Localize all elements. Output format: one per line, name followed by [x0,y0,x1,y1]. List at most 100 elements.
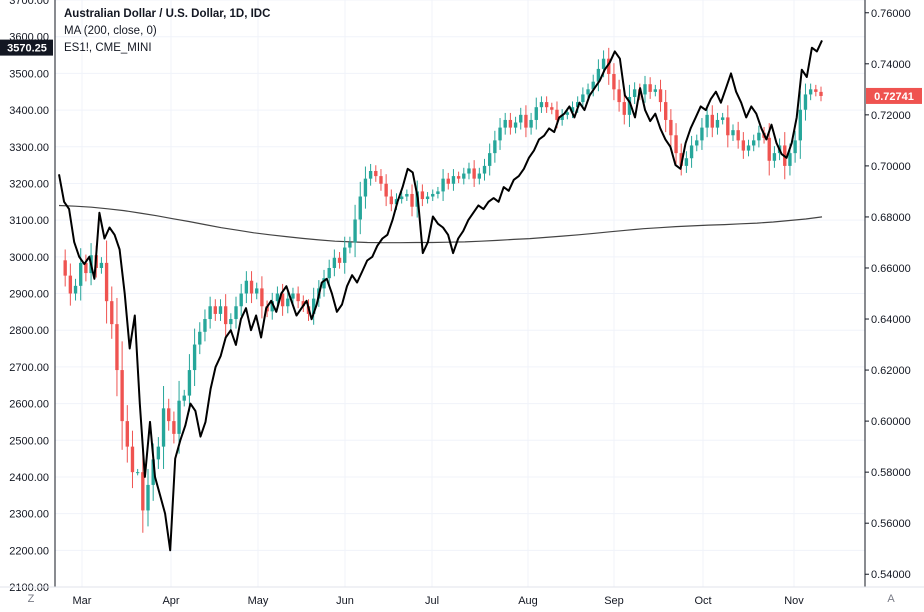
right-tick-label: 0.64000 [871,314,911,326]
candle-body [503,119,507,128]
candle-body [803,94,808,110]
candle-body [695,140,699,146]
right-scale-button[interactable]: A [887,593,895,605]
candle-body [337,257,342,263]
candle-body [260,288,264,307]
right-tick-label: 0.72000 [871,110,911,122]
candle-body [576,102,580,108]
left-scale-button[interactable]: Z [27,593,35,605]
candle-body [441,178,445,192]
candle-body [141,472,145,511]
candle-body [487,153,492,166]
candle-body [177,400,181,434]
legend-es: ES1!, CME_MINI [64,42,152,54]
candle-body [451,176,456,184]
candle-body [84,262,88,274]
candle-body [741,140,746,151]
candle-body [446,178,450,184]
candle-body [327,267,331,279]
candle-body [529,119,533,128]
left-tick-label: 2900.00 [9,289,49,301]
candle-body [731,130,735,136]
left-price-badge [0,39,53,56]
candle-body [467,168,471,174]
candle-body [612,74,616,90]
candle-body [746,145,751,151]
candle-body [192,344,197,371]
left-price-badge-label: 3570.25 [7,43,47,55]
candle-body [255,288,259,294]
left-tick-label: 2300.00 [9,509,49,521]
candle-body [368,170,373,179]
right-tick-label: 0.66000 [871,263,911,275]
candle-body [343,247,347,263]
candle-body [68,275,73,294]
candle-body [493,140,497,154]
candle-body [146,484,150,511]
right-price-badge-label: 0.72741 [874,91,914,103]
candle-body [736,130,740,141]
candle-body [617,89,621,103]
candle-body [172,421,176,434]
left-tick-label: 2100.00 [9,582,49,594]
candle-body [379,176,383,184]
candle-body [669,119,673,136]
left-tick-label: 3400.00 [9,105,49,117]
candle-body [539,102,544,108]
candle-body [73,285,78,294]
candle-body [410,193,414,207]
left-tick-label: 3500.00 [9,68,49,80]
candle-body [332,257,337,268]
x-tick-label: Nov [784,595,804,607]
candle-body [767,137,771,161]
candle-body [420,191,425,200]
candle-body [275,293,280,302]
candle-body [658,89,663,103]
candle-body [627,96,632,115]
candle-body [286,298,290,307]
left-tick-label: 3300.00 [9,142,49,154]
candle-body [223,306,228,325]
x-tick-label: Aug [518,595,538,607]
candle-body [674,135,678,154]
candle-body [808,89,813,95]
candle-body [622,102,626,115]
candle-body [203,319,207,332]
candle-body [208,306,212,320]
x-tick-label: Jul [425,595,439,607]
candle-body [508,119,513,128]
candle-body [664,102,668,120]
candle-body [198,331,202,345]
candle-body [596,68,601,82]
candle-body [565,112,570,115]
candle-body [130,446,135,473]
grid [55,0,865,588]
candle-body [374,170,378,177]
candle-body [234,306,238,320]
candle-body [726,117,730,136]
candle-body [534,107,538,120]
candle-body [819,91,823,96]
candle-body [151,459,155,485]
candle-body [456,176,461,179]
candle-body [607,58,611,75]
legend-title: Australian Dollar / U.S. Dollar, 1D, IDC [64,8,271,20]
candle-body [63,260,67,276]
candle-body [213,306,217,314]
candle-body [431,193,435,197]
candle-body [555,109,559,120]
candle-body [700,127,704,141]
candle-body [99,262,104,268]
right-tick-label: 0.68000 [871,212,911,224]
candle-body [182,395,186,401]
left-tick-label: 3700.00 [9,0,49,7]
candle-body [752,140,756,146]
candle-body [757,132,761,141]
candle-body [394,199,399,205]
candle-body [218,306,223,314]
candle-body [104,262,109,302]
x-tick-label: Oct [694,595,711,607]
candle-body [363,178,368,197]
